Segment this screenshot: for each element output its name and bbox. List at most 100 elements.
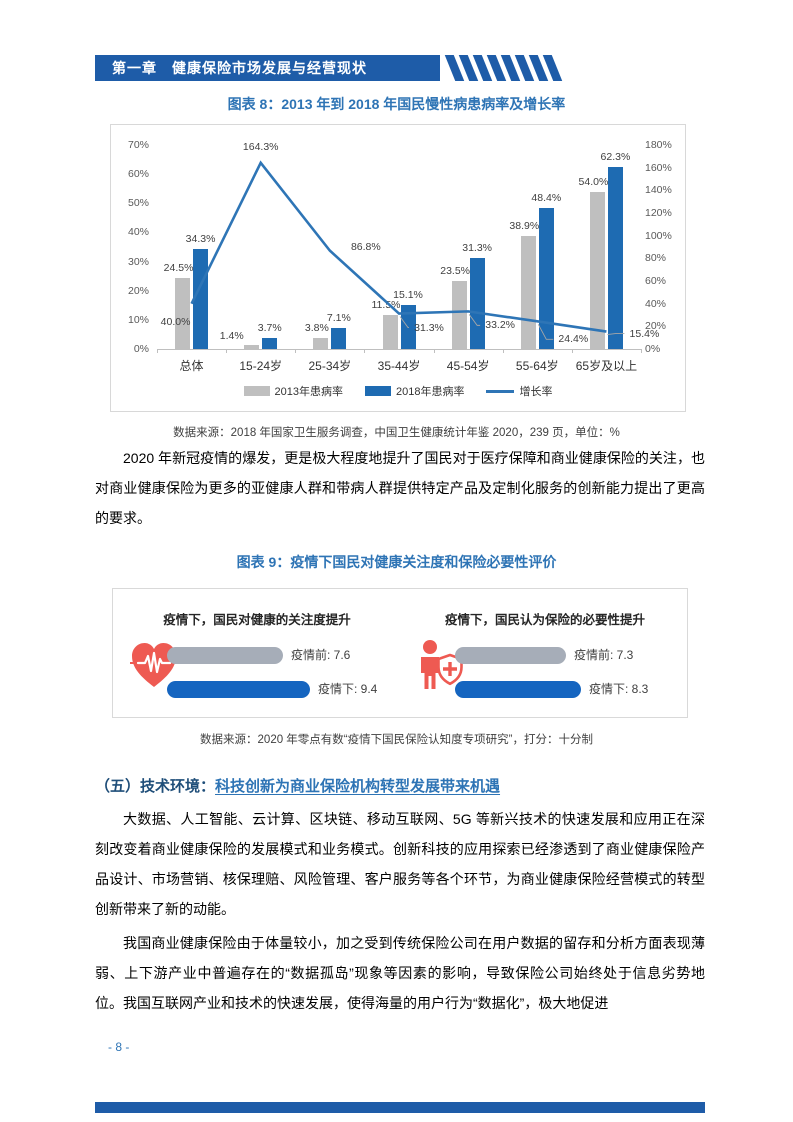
person-shield-icon [421, 640, 463, 689]
x-axis-tick [295, 349, 297, 353]
section5-prefix: （五）技术环境： [95, 778, 216, 795]
right-axis-tick: 80% [645, 252, 667, 265]
figure8-chart: 0% 10% 20% 30% 40% 50% 60% 70% 0% 20% 40% 60% 80% 100… [110, 124, 686, 412]
before-score-bar [167, 647, 283, 664]
category-label: 15-24岁 [239, 359, 283, 373]
data-label-2013: 1.4% [219, 330, 244, 342]
x-axis-tick [157, 349, 158, 353]
left-axis-tick: 60% [127, 168, 149, 181]
left-axis-tick: 70% [127, 139, 149, 151]
figure8-title: 图表 8：2013 年到 2018 年国民慢性病患病率及增长率 [227, 96, 566, 112]
right-axis-tick: 140% [645, 184, 672, 197]
right-axis-tick: 100% [645, 229, 672, 242]
bar-2013年患病率 [175, 277, 191, 349]
bar-2013年患病率 [382, 315, 398, 349]
category-label: 65岁及以上 [575, 359, 638, 373]
chart-legend: 2013年患病率 2018年患病率 增长率 [111, 383, 685, 399]
paragraph-3: 我国商业健康保险由于体量较小，加之受到传统保险公司在用户数据的留存和分析方面表现… [95, 935, 705, 1011]
legend-label: 2018年患病率 [396, 386, 465, 398]
right-axis-tick: 180% [645, 139, 672, 151]
data-label-2018: 34.3% [185, 233, 216, 246]
right-axis-tick: 60% [645, 275, 667, 287]
data-label-growth: 33.2% [485, 319, 516, 332]
data-label-2018: 31.3% [462, 241, 493, 254]
right-axis-tick: 40% [645, 297, 667, 310]
right-axis-tick: 120% [645, 207, 672, 219]
legend-swatch-line [486, 389, 515, 393]
after-score-bar [455, 681, 581, 698]
category-label: 25-34岁 [308, 359, 352, 373]
bar-2013年患病率 [451, 280, 467, 349]
figure9-panel-box: 疫情下，国民对健康的关注度提升 疫情前: 7.6 疫情下: 9.4 疫情下，国民… [112, 588, 688, 718]
figure9-panel-health: 疫情下，国民对健康的关注度提升 疫情前: 7.6 疫情下: 9.4 [113, 589, 401, 719]
bar-2013年患病率 [520, 235, 536, 349]
bar-2013年患病率 [313, 337, 329, 349]
legend-label: 增长率 [519, 386, 553, 398]
before-score-label: 疫情前: 7.6 [291, 648, 351, 662]
left-axis-tick: 20% [127, 284, 149, 297]
right-axis-tick: 0% [645, 343, 661, 355]
x-axis-tick [641, 349, 642, 353]
category-label: 总体 [179, 359, 204, 373]
legend-item: 2018年患病率 [365, 383, 464, 399]
data-label-2013: 38.9% [509, 219, 540, 232]
left-axis-tick: 10% [127, 313, 149, 326]
legend-swatch-bar [243, 386, 270, 396]
paragraph-1: 2020 年新冠疫情的爆发，更是极大程度地提升了国民对于医疗保障和商业健康保险的… [95, 450, 705, 526]
left-axis-tick: 50% [127, 197, 149, 210]
left-axis-tick: 40% [127, 226, 149, 239]
data-label-2013: 54.0% [578, 175, 609, 188]
header-stripes-decoration [444, 55, 563, 81]
figure9-title: 图表 9：疫情下国民对健康关注度和保险必要性评价 [236, 554, 557, 570]
legend-item: 2013年患病率 [243, 383, 343, 399]
before-score-bar [455, 647, 566, 664]
legend-item: 增长率 [486, 383, 552, 399]
x-axis-tick [571, 349, 573, 353]
right-axis-tick: 20% [645, 320, 667, 333]
data-label-2018: 15.1% [393, 288, 423, 301]
bar-2018年患病率 [331, 328, 347, 349]
left-axis-tick: 30% [127, 255, 149, 268]
after-score-label: 疫情下: 9.4 [318, 682, 378, 696]
data-label-2018: 62.3% [600, 151, 631, 164]
data-label-growth: 164.3% [242, 140, 279, 153]
footer-bar [95, 1102, 705, 1113]
figure9-source: 数据来源：2020 年零点有数“疫情下国民保险认知度专项研究”，打分：十分制 [200, 734, 593, 746]
figure8-source: 数据来源：2018 年国家卫生服务调查，中国卫生健康统计年鉴 2020，239 … [173, 427, 620, 439]
data-label-2013: 23.5% [440, 264, 471, 277]
section5-heading: （五）技术环境：科技创新为商业保险机构转型发展带来机遇 [95, 775, 500, 796]
category-label: 35-44岁 [377, 359, 421, 373]
x-axis-tick [502, 349, 504, 353]
bar-2013年患病率 [244, 344, 260, 349]
data-label-2013: 11.5% [371, 299, 401, 312]
category-label: 45-54岁 [446, 359, 490, 373]
data-label-growth: 40.0% [160, 315, 191, 328]
bar-2018年患病率 [607, 167, 623, 349]
chapter-title: 第一章 健康保险市场发展与经营现状 [112, 60, 367, 76]
data-label-2018: 48.4% [531, 191, 562, 204]
bar-2018年患病率 [262, 338, 278, 349]
before-score-label: 疫情前: 7.3 [574, 648, 634, 662]
figure9-panel-insurance: 疫情下，国民认为保险的必要性提升 疫情前: 7.3 疫情下: 8.3 [401, 589, 689, 719]
legend-label: 2013年患病率 [274, 386, 343, 398]
data-label-2018: 3.7% [257, 322, 282, 335]
bar-2013年患病率 [589, 191, 605, 349]
data-label-growth: 86.8% [350, 240, 381, 253]
left-axis-tick: 0% [133, 343, 149, 355]
section5-title: 科技创新为商业保险机构转型发展带来机遇 [215, 778, 501, 795]
page-number: - 8 - [108, 1040, 130, 1054]
after-score-bar [167, 681, 310, 698]
right-axis-tick: 160% [645, 161, 672, 174]
legend-swatch-bar [365, 386, 391, 396]
chart-plot-area: 0% 10% 20% 30% 40% 50% 60% 70% 0% 20% 40% 60% 80% 100… [111, 125, 685, 411]
chapter-header-bar: 第一章 健康保险市场发展与经营现状 [95, 55, 440, 81]
data-label-growth: 15.4% [629, 327, 660, 340]
panel-heading: 疫情下，国民对健康的关注度提升 [163, 613, 351, 627]
x-axis-tick [226, 349, 228, 353]
category-label: 55-64岁 [515, 359, 559, 373]
paragraph-2: 大数据、人工智能、云计算、区块链、移动互联网、5G 等新兴技术的快速发展和应用正… [95, 811, 705, 917]
panel-heading: 疫情下，国民认为保险的必要性提升 [444, 613, 645, 627]
x-axis-tick [433, 349, 435, 353]
x-axis-line [157, 349, 641, 350]
